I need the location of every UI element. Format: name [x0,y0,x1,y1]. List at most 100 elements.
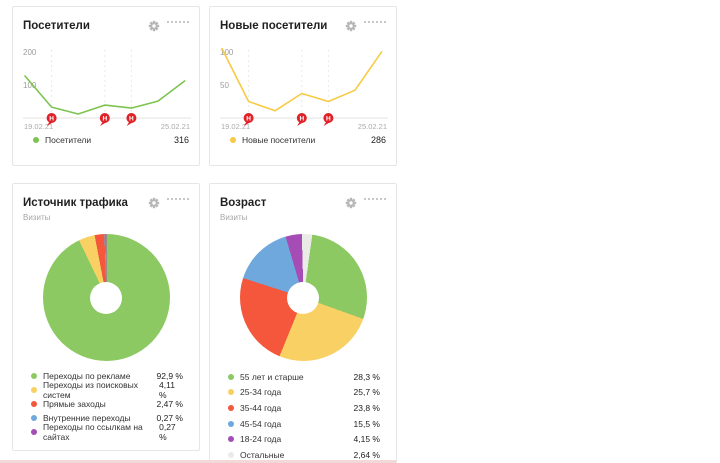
legend-dot [228,436,234,443]
note-marker-icon[interactable]: Н [126,113,137,126]
legend-label: Посетители [45,135,92,145]
new-visitors-line-chart[interactable]: 50 100 19.02.21 25.02.21 Н Н Н [220,40,388,132]
widget-header: Посетители [23,20,189,32]
metric-total: 316 [173,135,189,145]
widget-controls [345,197,386,209]
widget-title: Возраст [220,197,267,209]
legend-label: 55 лет и старше [240,371,304,382]
age-legend: 55 лет и старше 28,3 % 25-34 года 25,7 % 35-… [220,369,386,463]
drag-handle-icon[interactable] [364,198,386,200]
legend-item[interactable]: 25-34 года 25,7 % [228,385,380,401]
gear-icon[interactable] [345,20,357,32]
legend-item[interactable]: Переходы по рекламе 92,9 % [31,369,183,383]
y-axis-tick-label: 50 [220,81,229,90]
drag-handle-icon[interactable] [167,21,189,23]
widget-card-new-visitors: Новые посетители 50 100 19.02.21 25.02.21 Н Н… [209,6,397,166]
data-line [221,47,383,112]
legend-value: 4,11 % [159,380,175,400]
note-marker-icon[interactable]: Н [99,113,110,126]
legend-value: 2,47 % [156,399,183,409]
legend-value: 0,27 % [159,422,176,442]
legend-value: 4,15 % [353,434,380,445]
legend-item[interactable]: 35-44 года 23,8 % [228,400,380,416]
traffic-source-donut-chart[interactable] [42,234,170,361]
legend-dot [31,387,37,393]
legend-item[interactable]: 45-54 года 15,5 % [228,416,380,432]
gear-icon[interactable] [345,197,357,209]
svg-text:Н: Н [246,116,251,123]
legend-dot [228,373,234,380]
legend-label: Остальные [240,449,285,460]
note-marker-icon[interactable]: Н [323,113,334,126]
legend-dot [31,429,37,435]
legend-label: Прямые заходы [43,399,106,409]
x-axis-start-label: 19.02.21 [24,122,53,131]
note-marker-icon[interactable]: Н [296,113,307,126]
svg-text:Н: Н [49,116,54,123]
widget-controls [345,20,386,32]
donut-hole [287,281,319,314]
svg-text:Н: Н [102,116,107,123]
gear-icon[interactable] [148,197,160,209]
legend-item[interactable]: Остальные 2,64 % [228,447,380,463]
widget-title: Новые посетители [220,20,328,32]
legend-item[interactable]: Посетители 316 [23,135,189,145]
drag-handle-icon[interactable] [167,198,189,200]
legend-item[interactable]: Внутренние переходы 0,27 % [31,411,183,425]
legend-value: 25,7 % [353,387,380,398]
legend-dot [31,401,37,407]
legend-dot [230,137,236,143]
widget-header: Новые посетители [220,20,386,32]
traffic-source-legend: Переходы по рекламе 92,9 % Переходы из пои… [23,369,189,442]
legend-item[interactable]: Прямые заходы 2,47 % [31,397,183,411]
widget-title: Посетители [23,20,90,32]
legend-value: 28,3 % [353,371,380,382]
widget-header: Возраст [220,197,386,209]
x-axis-end-label: 25.02.21 [161,122,190,131]
widget-card-visitors: Посетители 100 200 19.02.21 25.02.21 Н Н Н Пос… [12,6,200,166]
svg-text:Н: Н [326,116,331,123]
legend-value: 2,64 % [353,449,380,460]
widget-controls [148,20,189,32]
legend-value: 0,27 % [156,413,183,423]
legend-label: Переходы из поисковых систем [43,380,138,400]
legend-label: Переходы по рекламе [43,371,131,381]
legend-label: 45-54 года [240,418,282,429]
legend-label: Переходы по ссылкам на сайтах [43,422,143,442]
legend-label: 35-44 года [240,402,282,413]
svg-text:Н: Н [299,116,304,123]
gear-icon[interactable] [148,20,160,32]
y-axis-tick-label: 100 [220,48,234,57]
legend-label: Новые посетители [242,135,316,145]
svg-text:Н: Н [129,116,134,123]
legend-dot [31,415,37,421]
x-axis-end-label: 25.02.21 [358,122,387,131]
legend-item[interactable]: 18-24 года 4,15 % [228,431,380,447]
widget-subtitle: Визиты [220,213,248,222]
note-marker-icon[interactable]: Н [243,113,254,126]
x-axis-start-label: 19.02.21 [221,122,250,131]
legend-dot [33,137,39,143]
data-line [24,75,186,115]
next-row-edge [0,460,396,463]
legend-dot [228,404,234,411]
widget-card-traffic-source: Источник трафика Визиты Переходы по рекл… [12,183,200,451]
legend-dot [228,389,234,396]
legend-item[interactable]: Новые посетители 286 [220,135,386,145]
legend-value: 92,9 % [156,371,183,381]
legend-item[interactable]: Переходы по ссылкам на сайтах 0,27 % [31,422,183,442]
legend-value: 15,5 % [353,418,380,429]
metric-total: 286 [370,135,386,145]
visitors-line-chart[interactable]: 100 200 19.02.21 25.02.21 Н Н Н [23,40,191,132]
note-marker-icon[interactable]: Н [46,113,57,126]
legend-label: 18-24 года [240,434,282,445]
legend-item[interactable]: Переходы из поисковых систем 4,11 % [31,380,183,400]
y-axis-tick-label: 100 [23,81,37,90]
legend-item[interactable]: 55 лет и старше 28,3 % [228,369,380,385]
widget-header: Источник трафика [23,197,189,209]
age-donut-chart[interactable] [239,234,367,361]
donut-hole [90,281,122,314]
drag-handle-icon[interactable] [364,21,386,23]
widget-subtitle: Визиты [23,213,51,222]
